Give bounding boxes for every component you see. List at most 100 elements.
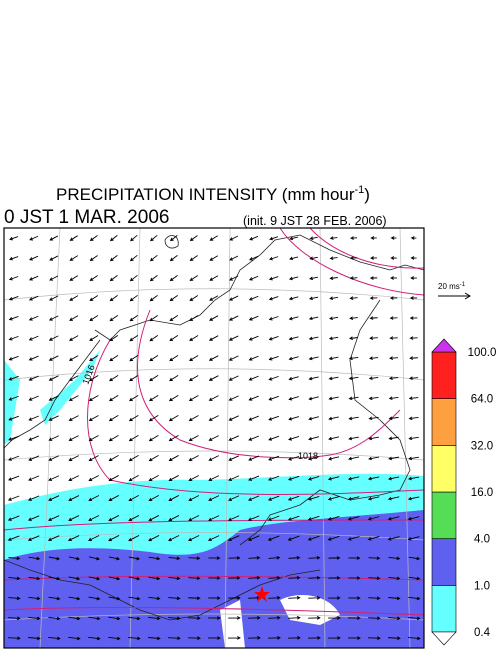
wind-arrow <box>287 535 300 541</box>
wind-arrow <box>8 475 20 481</box>
colorbar: 0.4 1.0 4.0 16.0 32.0 64.0 100.0 <box>431 338 496 646</box>
wind-arrow <box>307 515 320 521</box>
wind-arrow <box>148 475 159 482</box>
wind-arrow <box>368 456 380 461</box>
wind-arrow <box>408 576 421 581</box>
wind-arrow <box>228 616 241 620</box>
wind-arrow <box>329 276 338 280</box>
wind-arrow <box>368 396 379 401</box>
wind-arrow <box>168 636 181 641</box>
wind-arrow <box>367 536 380 541</box>
wind-arrow <box>208 395 219 401</box>
wind-arrow <box>148 495 160 502</box>
colorbar-label: 0.4 <box>474 627 491 639</box>
wind-arrow <box>388 376 399 380</box>
wind-arrow <box>347 516 360 521</box>
wind-arrow <box>328 356 339 361</box>
wind-arrow <box>288 276 299 281</box>
wind-arrow <box>88 495 100 502</box>
wind-arrow <box>89 255 98 262</box>
wind-arrow <box>388 476 400 481</box>
wind-arrow <box>8 355 19 361</box>
wind-arrow <box>248 355 259 361</box>
wind-arrow <box>48 375 59 381</box>
wind-arrow <box>309 296 319 301</box>
wind-arrow <box>368 576 381 581</box>
colorbar-segment <box>431 585 457 633</box>
wind-arrow <box>108 616 121 621</box>
wind-arrow <box>109 255 118 262</box>
wind-arrow <box>7 535 20 541</box>
wind-arrow <box>128 515 140 522</box>
wind-arrow <box>8 596 21 601</box>
wind-arrow <box>68 435 79 441</box>
wind-arrow <box>389 316 398 320</box>
wind-arrow <box>308 616 321 620</box>
wind-arrow <box>68 596 81 601</box>
wind-arrow <box>169 315 179 322</box>
wind-arrow <box>88 415 99 421</box>
wind-arrow <box>388 396 399 401</box>
wind-arrow <box>307 495 320 501</box>
wind-arrow <box>108 596 121 601</box>
wind-arrow <box>189 355 199 361</box>
wind-arrow <box>88 535 100 542</box>
wind-arrow <box>168 556 181 561</box>
wind-arrow <box>229 275 239 281</box>
wind-arrow <box>288 436 300 441</box>
wind-arrow <box>387 516 400 521</box>
wind-arrow <box>208 355 219 361</box>
wind-arrow <box>108 636 121 641</box>
wind-arrow <box>168 435 179 442</box>
wind-arrow <box>228 556 241 560</box>
wind-arrow <box>229 295 239 301</box>
wind-arrow <box>28 295 39 301</box>
wind-arrow <box>29 235 39 241</box>
wind-arrow <box>49 235 59 241</box>
wind-arrow <box>108 435 119 442</box>
wind-arrow <box>189 315 199 321</box>
wind-arrow <box>268 276 279 281</box>
wind-arrow <box>288 356 299 361</box>
wind-arrow <box>168 415 179 422</box>
wind-arrow <box>348 576 361 580</box>
map: 1016 1018 <box>4 228 424 648</box>
wind-arrow <box>188 395 199 401</box>
wind-arrow <box>49 255 59 261</box>
wind-arrow <box>29 255 39 261</box>
wind-arrow <box>369 276 378 280</box>
wind-arrow <box>308 436 320 441</box>
graticule <box>4 228 424 648</box>
wind-arrow <box>8 455 20 461</box>
wind-arrow <box>189 235 198 241</box>
wind-arrow <box>308 336 319 341</box>
wind-arrow <box>148 636 161 641</box>
wind-arrow <box>28 495 40 501</box>
wind-arrow <box>288 336 299 341</box>
wind-arrow <box>328 436 340 441</box>
wind-arrow <box>8 316 19 321</box>
wind-arrow <box>88 455 99 461</box>
wind-arrow <box>248 455 260 461</box>
wind-arrow <box>128 474 139 482</box>
wind-arrow <box>89 315 99 322</box>
wind-arrow <box>128 556 141 561</box>
wind-arrow <box>148 535 160 542</box>
wind-arrow <box>407 496 420 501</box>
colorbar-segment <box>431 398 457 446</box>
wind-arrow <box>8 556 21 561</box>
wind-arrow <box>248 395 259 401</box>
wind-arrow <box>350 236 358 240</box>
wind-arrow <box>149 354 159 362</box>
wind-arrow <box>48 395 59 401</box>
wind-arrow <box>129 374 139 382</box>
wind-arrow <box>349 256 358 260</box>
wind-arrow <box>188 495 200 502</box>
wind-arrow <box>109 355 119 362</box>
wind-arrow <box>268 316 279 321</box>
wind-arrow <box>88 556 100 561</box>
wind-arrow <box>88 435 99 441</box>
wind-arrow <box>48 556 61 561</box>
wind-arrow <box>149 254 158 262</box>
colorbar-label: 32.0 <box>471 440 493 452</box>
